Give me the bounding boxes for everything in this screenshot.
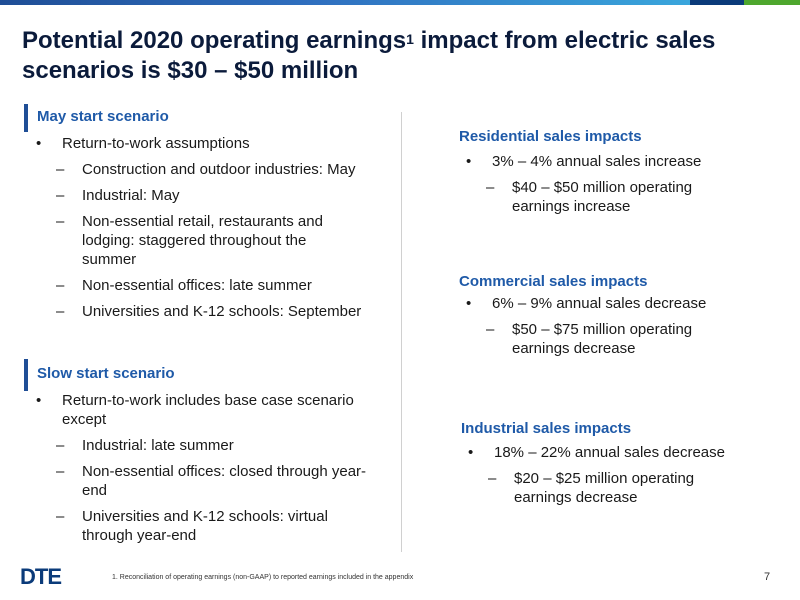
list-item: – Universities and K-12 schools: Septemb… <box>34 302 394 321</box>
bullet-marker: • <box>36 135 42 152</box>
footnote: 1. Reconciliation of operating earnings … <box>112 574 414 581</box>
top-color-bar <box>0 0 800 5</box>
residential-list: • 3% – 4% annual sales increase – $40 – … <box>464 152 764 223</box>
top-bar-dark-blue <box>690 0 744 5</box>
title-footnote-marker: 1 <box>406 31 414 47</box>
list-item-text: Industrial: late summer <box>82 437 234 454</box>
column-divider <box>401 112 402 552</box>
commercial-list: • 6% – 9% annual sales decrease – $50 – … <box>464 294 764 365</box>
may-start-heading: May start scenario <box>37 108 169 125</box>
page-title: Potential 2020 operating earnings1 impac… <box>22 26 782 86</box>
top-bar-blue-gradient <box>0 0 690 5</box>
dash-marker: – <box>56 213 65 230</box>
bullet-marker: • <box>466 295 472 312</box>
title-line2: scenarios is $30 – $50 million <box>22 57 359 84</box>
bullet-marker: • <box>36 392 42 409</box>
dash-marker: – <box>56 277 65 294</box>
list-item-text: Return-to-work includes base case scenar… <box>62 392 354 428</box>
list-item-text: $20 – $25 million operating earnings dec… <box>514 470 695 506</box>
list-item: – Non-essential retail, restaurants and … <box>34 212 394 269</box>
title-line1-pre: Potential 2020 operating earnings <box>22 27 407 54</box>
industrial-heading: Industrial sales impacts <box>461 420 632 437</box>
bullet-marker: • <box>468 444 474 461</box>
list-item-text: Universities and K-12 schools: virtual t… <box>82 508 328 544</box>
dash-marker: – <box>486 179 495 196</box>
list-item-text: Non-essential retail, restaurants and lo… <box>82 213 323 268</box>
list-item-text: 18% – 22% annual sales decrease <box>494 444 725 461</box>
dash-marker: – <box>56 437 65 454</box>
list-item-text: Non-essential offices: late summer <box>82 277 312 294</box>
list-item-text: Construction and outdoor industries: May <box>82 161 356 178</box>
dash-marker: – <box>486 321 495 338</box>
list-item: – $50 – $75 million operating earnings d… <box>464 320 764 358</box>
may-heading-accent <box>24 104 28 132</box>
dash-marker: – <box>56 303 65 320</box>
slow-start-list: • Return-to-work includes base case scen… <box>34 391 394 552</box>
list-item: – Non-essential offices: late summer <box>34 276 394 295</box>
list-item: • 3% – 4% annual sales increase <box>464 152 764 171</box>
list-item-text: 6% – 9% annual sales decrease <box>492 295 707 312</box>
list-item: – Universities and K-12 schools: virtual… <box>34 507 394 545</box>
dash-marker: – <box>56 508 65 525</box>
list-item: • 6% – 9% annual sales decrease <box>464 294 764 313</box>
residential-heading: Residential sales impacts <box>459 128 642 145</box>
list-item-text: Universities and K-12 schools: September <box>82 303 362 320</box>
list-item: – Construction and outdoor industries: M… <box>34 160 394 179</box>
list-item-text: Return-to-work assumptions <box>62 135 250 152</box>
list-item: – $20 – $25 million operating earnings d… <box>466 469 766 507</box>
dash-marker: – <box>56 161 65 178</box>
commercial-heading: Commercial sales impacts <box>459 273 648 290</box>
slow-heading-accent <box>24 359 28 391</box>
list-item: • Return-to-work includes base case scen… <box>34 391 394 429</box>
dash-marker: – <box>56 463 65 480</box>
slow-start-heading: Slow start scenario <box>37 365 175 382</box>
list-item-text: $50 – $75 million operating earnings dec… <box>512 321 693 357</box>
list-item: – Non-essential offices: closed through … <box>34 462 394 500</box>
list-item-text: Industrial: May <box>82 187 180 204</box>
list-item: – Industrial: May <box>34 186 394 205</box>
list-item: – $40 – $50 million operating earnings i… <box>464 178 764 216</box>
list-item-text: $40 – $50 million operating earnings inc… <box>512 179 693 215</box>
list-item: • Return-to-work assumptions <box>34 134 394 153</box>
dash-marker: – <box>56 187 65 204</box>
list-item-text: 3% – 4% annual sales increase <box>492 153 702 170</box>
bullet-marker: • <box>466 153 472 170</box>
dte-logo: DTE <box>20 564 62 589</box>
page-number: 7 <box>764 571 771 583</box>
dash-marker: – <box>488 470 497 487</box>
title-line1-post: impact from electric sales <box>413 27 716 54</box>
list-item: – Industrial: late summer <box>34 436 394 455</box>
list-item-text: Non-essential offices: closed through ye… <box>82 463 367 499</box>
industrial-list: • 18% – 22% annual sales decrease – $20 … <box>466 443 766 514</box>
top-bar-green <box>744 0 800 5</box>
may-start-list: • Return-to-work assumptions – Construct… <box>34 134 394 328</box>
list-item: • 18% – 22% annual sales decrease <box>466 443 766 462</box>
